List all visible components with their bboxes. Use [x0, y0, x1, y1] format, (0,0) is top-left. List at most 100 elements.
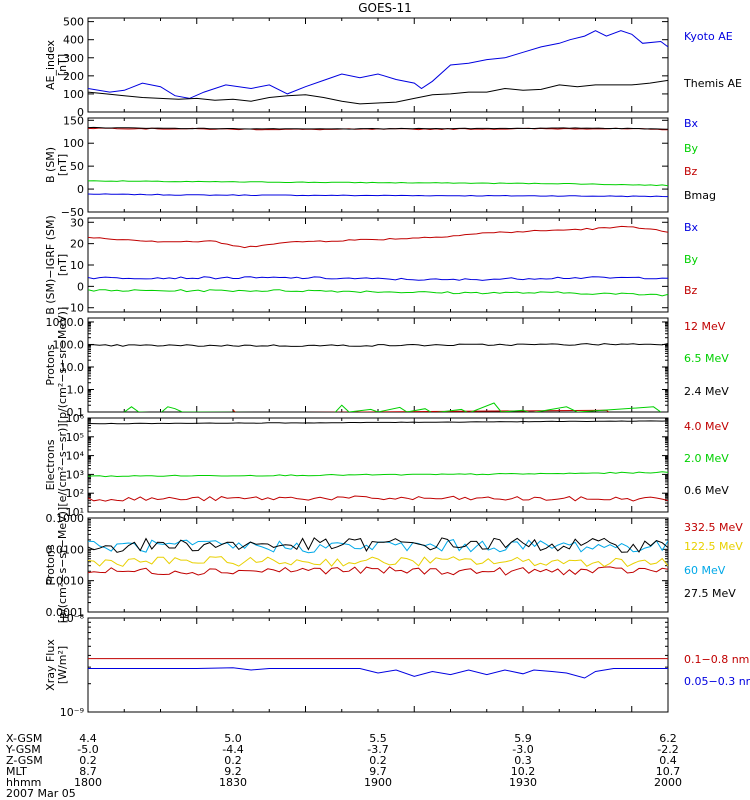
series-line	[88, 343, 668, 347]
y-tick-label: 0	[77, 106, 84, 119]
y-tick-label: 10⁶	[66, 412, 85, 425]
y-axis-label-line: Protons	[44, 544, 57, 585]
y-tick-label: 10⁻⁸	[60, 612, 85, 625]
orbit-row-value: 5.0	[224, 732, 242, 745]
y-tick-label: 500	[63, 16, 84, 29]
orbit-row-value: 0.2	[369, 754, 387, 767]
y-tick-label: 0.1	[67, 406, 85, 419]
orbit-row-value: 2000	[654, 776, 682, 789]
panel-frame	[87, 417, 669, 513]
y-axis-label-line: [nT]	[56, 54, 69, 76]
orbit-row-value: 0.2	[224, 754, 242, 767]
series-line	[88, 289, 668, 297]
orbit-row-value: 0.4	[659, 754, 677, 767]
orbit-row-value: -3.7	[367, 743, 388, 756]
y-axis-label-line: Protons	[44, 344, 57, 385]
legend-label: By	[684, 253, 699, 266]
series-line	[232, 409, 610, 412]
legend-label: Themis AE	[683, 77, 742, 90]
series-line	[88, 79, 668, 105]
y-tick-label: 10.0	[60, 361, 85, 374]
legend-label: 2.4 MeV	[684, 385, 729, 398]
y-axis-label-line: [nT]	[56, 254, 69, 276]
y-tick-label: 0.1000	[46, 512, 85, 525]
y-tick-label: 1000.0	[46, 316, 85, 329]
date-label: 2007 Mar 05	[6, 787, 76, 800]
orbit-row-value: 6.2	[659, 732, 677, 745]
legend-label: 0.1−0.8 nm	[684, 653, 749, 666]
y-tick-label: 0.0100	[46, 543, 85, 556]
y-tick-label: 10⁵	[66, 431, 84, 444]
y-tick-label: −10	[61, 302, 84, 315]
series-line	[88, 539, 668, 554]
panel-frame	[87, 217, 669, 313]
panel-frame	[87, 317, 669, 413]
y-axis-label-line: [p/(cm²−s−sr−MeV)]	[56, 507, 69, 623]
legend-label: 6.5 MeV	[684, 352, 729, 365]
panel-1: 0 100 200 300 400 500 AE_index [nT] Kyoto AE Them…	[44, 16, 742, 119]
legend-label: Bx	[684, 221, 699, 234]
y-axis-label-line: [nT]	[56, 154, 69, 176]
y-tick-label: 10³	[66, 468, 84, 481]
orbit-row-value: 10.7	[656, 765, 681, 778]
y-axis-label: Electrons [e/(cm²−s−sr)]	[44, 423, 69, 506]
legend-label: Kyoto AE	[684, 30, 733, 43]
orbit-row-value: 5.5	[369, 732, 387, 745]
orbit-row-label: hhmm	[6, 776, 41, 789]
y-tick-label: 50	[70, 160, 84, 173]
y-tick-label: 0	[77, 280, 84, 293]
orbit-row-value: 1800	[74, 776, 102, 789]
orbit-row-value: 1830	[219, 776, 247, 789]
orbit-row-value: 1930	[509, 776, 537, 789]
y-tick-label: 400	[63, 34, 84, 47]
y-tick-label: 0	[77, 183, 84, 196]
legend-label: 0.6 MeV	[684, 484, 729, 497]
panel-7: 10⁻⁹ 10⁻⁸ Xray Flux [W/m²] 0.1−0.8 nm 0.05−0.…	[44, 612, 750, 719]
orbit-row-value: 8.7	[79, 765, 97, 778]
panel-2: −50 0 50 100 150 B (SM) [nT] Bx By Bz Bmag	[44, 114, 716, 219]
y-tick-label: −50	[61, 206, 84, 219]
y-tick-label: 100.0	[53, 338, 85, 351]
y-tick-label: 10	[70, 259, 84, 272]
y-tick-label: 10¹	[66, 506, 84, 519]
y-tick-label: 1.0	[67, 383, 85, 396]
y-tick-label: 200	[63, 70, 84, 83]
legend-label: 27.5 MeV	[684, 587, 736, 600]
orbit-row-value: 5.9	[514, 732, 532, 745]
orbit-row-value: 9.2	[224, 765, 242, 778]
y-tick-label: 100	[63, 137, 84, 150]
orbit-row-value: -4.4	[222, 743, 243, 756]
legend-label: Bx	[684, 117, 699, 130]
series-line	[88, 225, 668, 249]
y-axis-label: AE_index [nT]	[44, 39, 69, 90]
legend-label: 4.0 MeV	[684, 420, 729, 433]
orbit-row-value: 4.4	[79, 732, 97, 745]
series-line	[88, 420, 668, 425]
orbit-row-label: Y-GSM	[5, 743, 41, 756]
series-line	[88, 537, 668, 553]
legend-label: Bmag	[684, 189, 716, 202]
legend-label: Bz	[684, 284, 698, 297]
series-line	[88, 471, 668, 478]
y-axis-label-line: [p/(cm²−s−sr−MeV)]	[56, 307, 69, 423]
y-axis-label-line: Electrons	[44, 439, 57, 490]
panel-frame	[87, 517, 669, 613]
orbit-row-label: MLT	[6, 765, 27, 778]
y-tick-label: 0.0010	[46, 575, 85, 588]
series-line	[88, 126, 668, 130]
orbit-row-value: 0.2	[79, 754, 97, 767]
orbit-row-value: -2.2	[657, 743, 678, 756]
y-axis-label: Protons [p/(cm²−s−sr−MeV)]	[44, 307, 69, 423]
orbit-row-value: 0.3	[514, 754, 532, 767]
series-line	[124, 402, 662, 412]
orbit-row-value: -5.0	[77, 743, 98, 756]
y-axis-label: B (SM) [nT]	[44, 147, 69, 183]
orbit-row-value: 9.7	[369, 765, 387, 778]
y-tick-label: 30	[70, 216, 84, 229]
